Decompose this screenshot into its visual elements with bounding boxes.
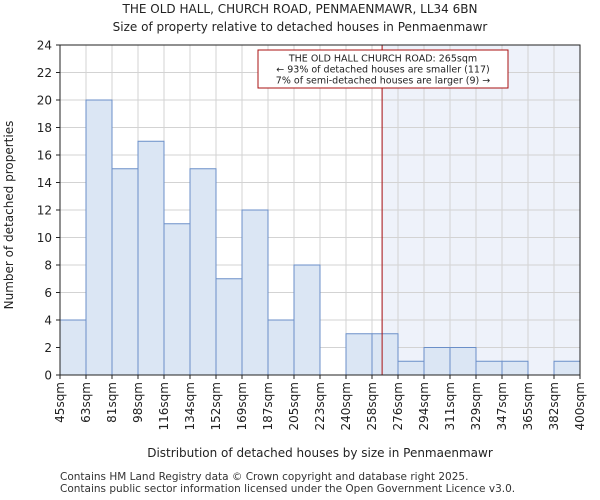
annotation-line-3: 7% of semi-detached houses are larger (9… xyxy=(276,76,490,87)
x-tick-label: 152sqm xyxy=(209,382,223,430)
bar xyxy=(553,360,581,376)
x-tick-label: 365sqm xyxy=(521,382,535,430)
footer-licence: Contains public sector information licen… xyxy=(60,483,516,495)
x-tick-label: 134sqm xyxy=(183,382,197,430)
x-tick-label: 347sqm xyxy=(495,382,509,430)
chart-subtitle: Size of property relative to detached ho… xyxy=(113,20,488,34)
bar xyxy=(475,360,503,376)
bars xyxy=(59,99,581,376)
y-tick-label: 12 xyxy=(37,204,52,218)
footer-copyright: Contains HM Land Registry data © Crown c… xyxy=(60,471,469,483)
x-tick-label: 45sqm xyxy=(53,382,67,423)
x-tick-label: 63sqm xyxy=(79,382,93,423)
bar xyxy=(189,168,217,376)
bar xyxy=(449,347,477,376)
x-tick-label: 205sqm xyxy=(287,382,301,430)
x-tick-label: 329sqm xyxy=(469,382,483,430)
x-tick-label: 276sqm xyxy=(391,382,405,430)
x-tick-label: 223sqm xyxy=(313,382,327,430)
y-tick-label: 10 xyxy=(37,231,52,245)
x-tick-label: 382sqm xyxy=(547,382,561,430)
bar xyxy=(137,140,165,376)
y-tick-label: 14 xyxy=(37,176,52,190)
x-tick-label: 81sqm xyxy=(105,382,119,423)
x-tick-label: 240sqm xyxy=(339,382,353,430)
y-tick-label: 18 xyxy=(37,121,52,135)
y-tick-label: 8 xyxy=(44,259,52,273)
x-axis-label: Distribution of detached houses by size … xyxy=(147,446,493,460)
x-tick-label: 187sqm xyxy=(261,382,275,430)
bar xyxy=(397,360,425,376)
bar xyxy=(59,319,87,376)
annotation-line-1: THE OLD HALL CHURCH ROAD: 265sqm xyxy=(288,54,477,65)
y-tick-label: 4 xyxy=(44,314,52,328)
y-tick-label: 16 xyxy=(37,149,52,163)
x-tick-label: 169sqm xyxy=(235,382,249,430)
y-tick-label: 0 xyxy=(44,369,52,383)
bar xyxy=(163,223,191,376)
bar xyxy=(267,319,295,376)
bar xyxy=(345,333,373,376)
x-tick-label: 400sqm xyxy=(573,382,587,430)
y-tick-label: 2 xyxy=(44,341,52,355)
annotation-line-2: ← 93% of detached houses are smaller (11… xyxy=(276,65,489,76)
bar xyxy=(85,99,113,376)
bar xyxy=(293,264,321,376)
bar xyxy=(501,360,529,376)
bar xyxy=(423,347,451,376)
x-ticks: 45sqm 63sqm 81sqm 98sqm 116sqm 134sqm 152sqm 16… xyxy=(53,375,587,430)
y-tick-label: 22 xyxy=(37,66,52,80)
x-tick-label: 294sqm xyxy=(417,382,431,430)
x-tick-label: 98sqm xyxy=(131,382,145,423)
chart-title: THE OLD HALL, CHURCH ROAD, PENMAENMAWR, … xyxy=(122,2,478,16)
y-axis-label: Number of detached properties xyxy=(2,121,16,310)
x-tick-label: 311sqm xyxy=(443,382,457,430)
bar xyxy=(215,278,243,376)
x-tick-label: 258sqm xyxy=(365,382,379,430)
x-tick-label: 116sqm xyxy=(157,382,171,430)
annotation-frame xyxy=(257,49,509,89)
bar xyxy=(241,209,269,376)
bar xyxy=(111,168,139,376)
bar xyxy=(371,333,399,376)
annotation-box: THE OLD HALL CHURCH ROAD: 265sqm ← 93% o… xyxy=(257,49,509,89)
y-tick-label: 24 xyxy=(37,39,52,53)
y-tick-label: 6 xyxy=(44,286,52,300)
y-tick-label: 20 xyxy=(37,94,52,108)
